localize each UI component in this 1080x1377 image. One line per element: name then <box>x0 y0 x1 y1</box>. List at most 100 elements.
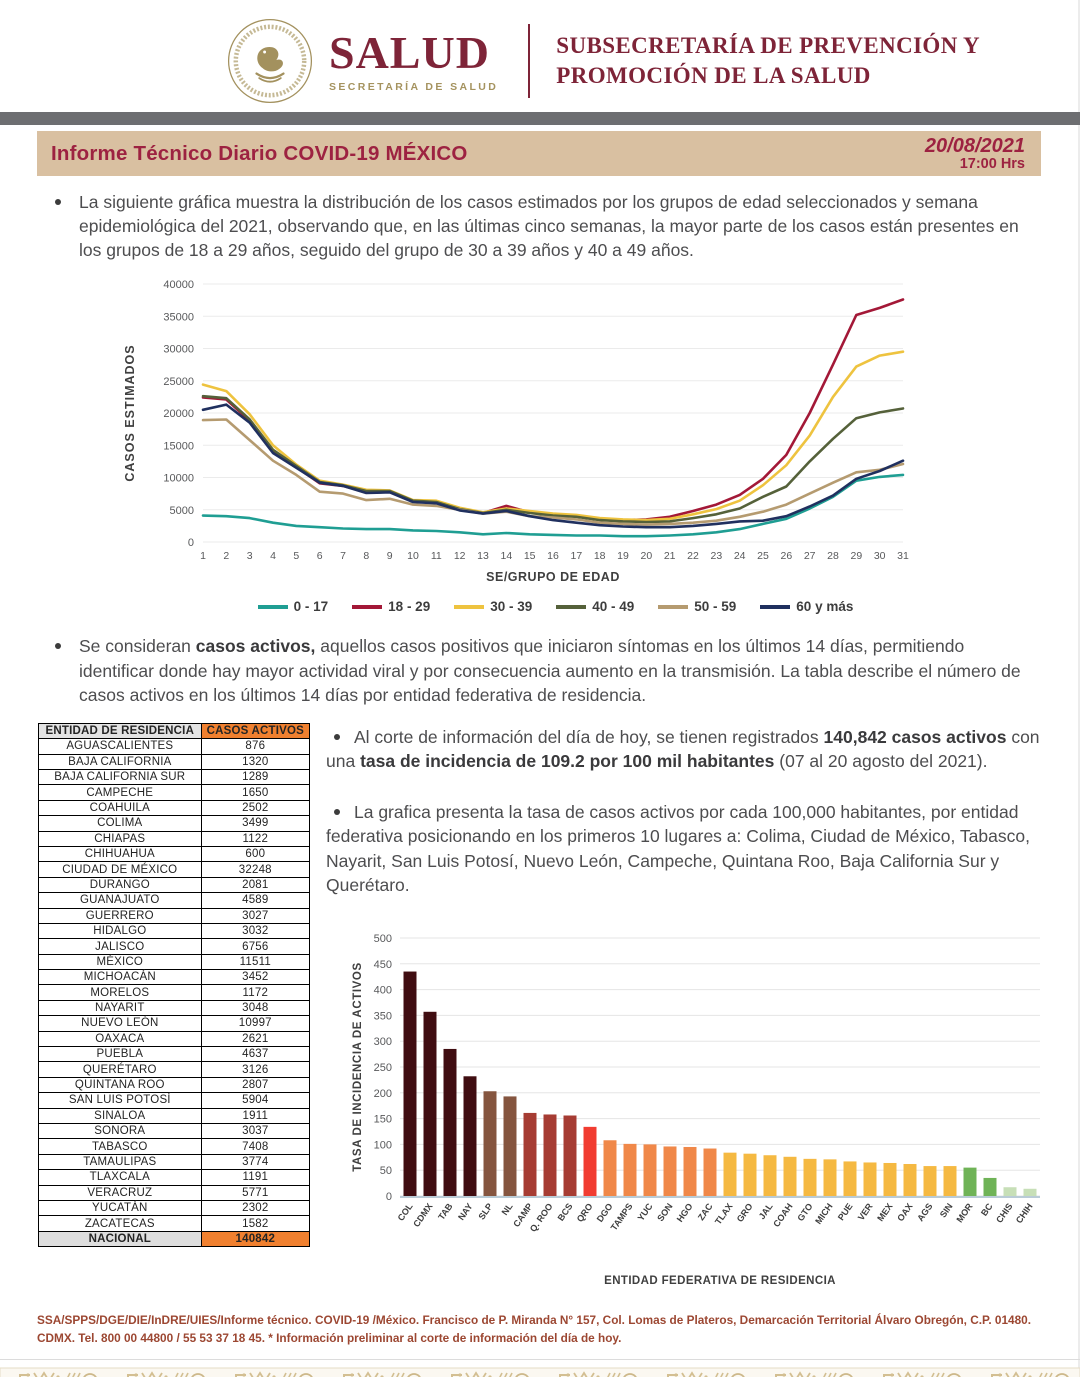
svg-text:27: 27 <box>804 550 816 562</box>
table-row: NUEVO LEÓN 10997 <box>38 1015 311 1032</box>
header-divider <box>528 24 531 98</box>
legend-item: 0 - 17 <box>257 599 328 614</box>
svg-text:17: 17 <box>570 550 582 562</box>
paragraph-estimated-cases: La siguiente gráfica muestra la distribu… <box>55 190 1036 262</box>
svg-text:SLP: SLP <box>476 1201 494 1221</box>
svg-text:TLAX: TLAX <box>713 1201 735 1226</box>
table-row: COAHUILA 2502 <box>38 799 311 817</box>
svg-text:10000: 10000 <box>163 473 194 485</box>
svg-text:MICH: MICH <box>813 1201 834 1226</box>
title-bar: Informe Técnico Diario COVID-19 MÉXICO 2… <box>37 131 1041 176</box>
svg-text:22: 22 <box>687 550 699 562</box>
svg-text:PUE: PUE <box>836 1201 855 1222</box>
paragraph-top10: La grafica presenta la tasa de casos act… <box>326 801 1030 896</box>
svg-text:350: 350 <box>374 1010 392 1022</box>
svg-text:HGO: HGO <box>675 1201 695 1224</box>
footer-text: SSA/SPPS/DGE/DIE/InDRE/UIES/Informe técn… <box>37 1312 1032 1346</box>
chart-legend: 0 - 17 18 - 29 30 - 39 40 - 49 50 - 59 60 y m… <box>118 599 938 614</box>
table-and-chart-section: ENTIDAD DE RESIDENCIA CASOS ACTIVOS AGUA… <box>38 722 1048 1297</box>
svg-text:20000: 20000 <box>163 408 194 420</box>
svg-text:BCS: BCS <box>556 1201 575 1222</box>
logo-subtitle: SECRETARÍA DE SALUD <box>329 80 499 93</box>
svg-text:DGO: DGO <box>595 1201 615 1224</box>
right-column: Al corte de información del día de hoy, … <box>310 723 1048 1297</box>
svg-text:TASA DE INCIDENCIA DE ACTIVOS: TASA DE INCIDENCIA DE ACTIVOS <box>352 962 364 1172</box>
svg-text:CHIS: CHIS <box>994 1201 1015 1224</box>
col-header-casos: CASOS ACTIVOS <box>200 722 311 740</box>
svg-text:26: 26 <box>780 550 792 562</box>
estimated-cases-line-chart: 0 5000 10000 15000 20000 25000 30000 35000 40000… <box>123 279 909 584</box>
svg-text:15: 15 <box>524 550 536 562</box>
report-datetime: 20/08/2021 17:00 Hrs <box>925 135 1025 173</box>
active-cases-table: ENTIDAD DE RESIDENCIA CASOS ACTIVOS AGUA… <box>38 722 311 1248</box>
svg-text:9: 9 <box>387 550 393 562</box>
table-row: GUERRERO 3027 <box>38 907 311 924</box>
svg-text:AGS: AGS <box>915 1201 934 1223</box>
bullet-dot <box>334 733 340 740</box>
table-row: QUINTANA ROO 2807 <box>38 1076 311 1094</box>
total-value: 140842 <box>200 1230 311 1248</box>
table-row: YUCATÁN 2302 <box>38 1199 311 1217</box>
svg-text:25000: 25000 <box>163 376 194 388</box>
svg-text:50: 50 <box>380 1165 392 1177</box>
table-row: MORELOS 1172 <box>38 984 311 1001</box>
legend-item: 60 y más <box>760 599 853 614</box>
svg-text:SE/GRUPO DE EDAD: SE/GRUPO DE EDAD <box>486 570 620 584</box>
svg-text:12: 12 <box>454 550 466 562</box>
svg-text:JAL: JAL <box>757 1201 775 1221</box>
table-row: TAMAULIPAS 3774 <box>38 1153 311 1171</box>
table-row: OAXACA 2621 <box>38 1030 311 1048</box>
svg-text:24: 24 <box>734 550 746 562</box>
table-row: NAYARIT 3048 <box>38 999 311 1017</box>
svg-text:20: 20 <box>640 550 652 562</box>
table-row: TABASCO 7408 <box>38 1138 311 1155</box>
svg-text:6: 6 <box>317 550 323 562</box>
svg-text:150: 150 <box>374 1113 392 1125</box>
table-row: COLIMA 3499 <box>38 815 311 832</box>
svg-text:35000: 35000 <box>163 312 194 324</box>
svg-text:SON: SON <box>655 1201 674 1223</box>
table-row: SINALOA 1911 <box>38 1107 311 1125</box>
legend-item: 30 - 39 <box>454 599 532 614</box>
svg-text:MOR: MOR <box>954 1201 975 1224</box>
svg-text:21: 21 <box>664 550 676 562</box>
svg-text:23: 23 <box>710 550 722 562</box>
incidence-chart: 0 50 100 150 200 250 300 350 400 450 500 COL CDMX TAB… <box>348 924 1048 1297</box>
divider-band <box>0 112 1080 125</box>
col-header-entidad: ENTIDAD DE RESIDENCIA <box>38 722 202 740</box>
svg-text:13: 13 <box>477 550 489 562</box>
report-time: 17:00 Hrs <box>959 155 1025 172</box>
legend-item: 40 - 49 <box>556 599 634 614</box>
report-date: 20/08/2021 <box>924 134 1025 157</box>
table-row: AGUASCALIENTES 876 <box>38 738 311 755</box>
table-row: DURANGO 2081 <box>38 876 311 894</box>
svg-text:16: 16 <box>547 550 559 562</box>
svg-text:7: 7 <box>340 550 346 562</box>
paragraph-registered-today: Al corte de información del día de hoy, … <box>326 726 1040 772</box>
bullet-dot <box>55 199 61 205</box>
legend-swatch <box>257 605 288 609</box>
svg-text:8: 8 <box>363 550 369 562</box>
table-row: TLAXCALA 1191 <box>38 1169 311 1186</box>
svg-text:1: 1 <box>200 550 206 562</box>
table-row: BAJA CALIFORNIA 1320 <box>38 753 311 771</box>
svg-text:CASOS ESTIMADOS: CASOS ESTIMADOS <box>123 345 137 482</box>
svg-text:100: 100 <box>374 1139 392 1151</box>
svg-text:2: 2 <box>223 550 229 562</box>
svg-text:GTO: GTO <box>795 1201 814 1223</box>
total-label: NACIONAL <box>38 1230 202 1248</box>
svg-text:OAX: OAX <box>895 1201 914 1223</box>
table-row: SONORA 3037 <box>38 1122 311 1140</box>
table-header-row: ENTIDAD DE RESIDENCIA CASOS ACTIVOS <box>38 722 311 740</box>
svg-text:400: 400 <box>374 984 392 996</box>
svg-text:MEX: MEX <box>875 1201 894 1223</box>
legend-swatch <box>352 605 383 609</box>
svg-text:28: 28 <box>827 550 839 562</box>
svg-text:TAB: TAB <box>436 1201 455 1222</box>
table-row: VERACRUZ 5771 <box>38 1184 311 1201</box>
svg-text:ZAC: ZAC <box>696 1201 715 1222</box>
svg-text:BC: BC <box>979 1201 995 1218</box>
legend-item: 50 - 59 <box>658 599 736 614</box>
org-title-line2: PROMOCIÓN DE LA SALUD <box>556 63 871 88</box>
